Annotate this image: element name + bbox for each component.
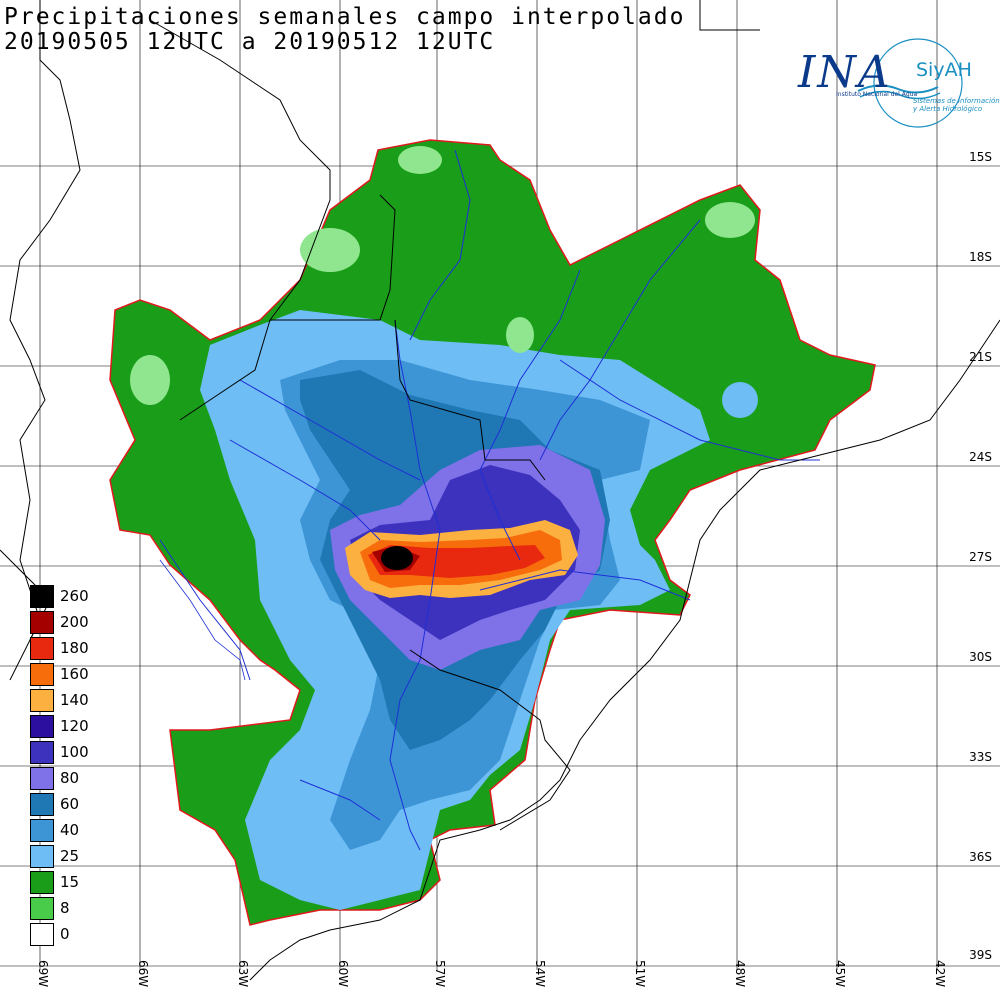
lat-label: 24S xyxy=(969,450,992,464)
legend-swatch xyxy=(30,845,54,868)
basin-light-green-d xyxy=(705,202,755,238)
legend-swatch xyxy=(30,767,54,790)
lat-label: 30S xyxy=(969,650,992,664)
lon-label: 69W xyxy=(36,960,50,988)
legend-label: 180 xyxy=(60,639,89,657)
lat-label: 21S xyxy=(969,350,992,364)
legend-swatch xyxy=(30,663,54,686)
legend-swatch xyxy=(30,741,54,764)
legend-swatch xyxy=(30,897,54,920)
lon-label: 42W xyxy=(933,960,947,988)
map-title-line1: Precipitaciones semanales campo interpol… xyxy=(4,4,686,30)
legend-label: 25 xyxy=(60,847,80,865)
lat-label: 33S xyxy=(969,750,992,764)
borders xyxy=(9,0,760,831)
basin-black xyxy=(381,546,413,570)
basin-light-green-b xyxy=(506,317,534,353)
legend-swatch xyxy=(30,819,54,842)
lat-label: 18S xyxy=(969,250,992,264)
legend-label: 40 xyxy=(60,821,80,839)
lon-label: 45W xyxy=(833,960,847,988)
legend-swatch xyxy=(30,715,54,738)
legend-swatch xyxy=(30,585,54,608)
legend-label: 0 xyxy=(60,925,70,943)
logo-ina-text: INA xyxy=(798,47,892,98)
ina-logo: INA SiyAH Instituto Nacional del Agua Si… xyxy=(798,33,1000,128)
legend-swatch xyxy=(30,637,54,660)
basin-light-green-f xyxy=(722,382,758,418)
lon-label: 60W xyxy=(336,960,350,988)
legend-label: 60 xyxy=(60,795,80,813)
map-title-line2: 20190505 12UTC a 20190512 12UTC xyxy=(4,29,496,55)
logo-swoosh-icon xyxy=(857,38,963,128)
legend-swatch xyxy=(30,689,54,712)
legend-swatch xyxy=(30,611,54,634)
lat-label: 39S xyxy=(969,948,992,962)
lat-label: 27S xyxy=(969,550,992,564)
legend-label: 100 xyxy=(60,743,89,761)
lat-label: 15S xyxy=(969,150,992,164)
lon-label: 57W xyxy=(433,960,447,988)
outer-rivers xyxy=(159,559,246,681)
logo-subtitle-2: Sistemas de información y Alerta Hidroló… xyxy=(913,97,1000,113)
logo-subtitle-1: Instituto Nacional del Agua xyxy=(836,91,918,98)
lon-label: 66W xyxy=(136,960,150,988)
legend-label: 80 xyxy=(60,769,80,787)
basin-light-green-a xyxy=(300,228,360,272)
basin-fill xyxy=(109,139,876,926)
lat-label: 36S xyxy=(969,850,992,864)
legend-label: 200 xyxy=(60,613,89,631)
legend-label: 120 xyxy=(60,717,89,735)
basin-light-green-e xyxy=(398,146,442,174)
legend-label: 15 xyxy=(60,873,80,891)
logo-siyah-text: SiyAH xyxy=(916,59,972,81)
legend-label: 140 xyxy=(60,691,89,709)
basin-light-green-c xyxy=(130,355,170,405)
lon-label: 63W xyxy=(236,960,250,988)
lon-label: 54W xyxy=(533,960,547,988)
lon-label: 51W xyxy=(633,960,647,988)
lon-label: 48W xyxy=(733,960,747,988)
legend-swatch xyxy=(30,871,54,894)
legend-swatch xyxy=(30,793,54,816)
legend-label: 160 xyxy=(60,665,89,683)
legend-label: 8 xyxy=(60,899,70,917)
legend-swatch xyxy=(30,923,54,946)
legend-label: 260 xyxy=(60,587,89,605)
